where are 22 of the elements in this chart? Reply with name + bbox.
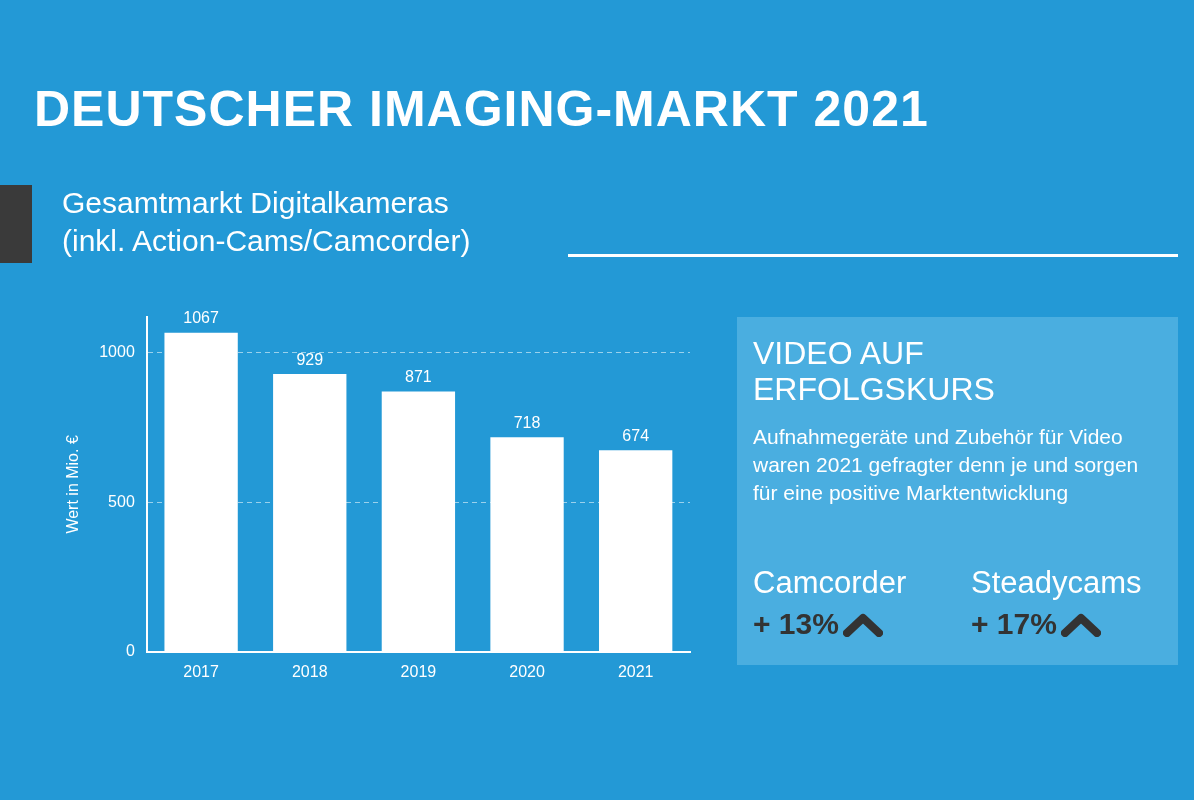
text: Aufnahmegeräte und Zubehör für Video waren 2021 gefragter denn je und sorgen für eine positive Marktentwicklung [753, 424, 1140, 506]
data-label: 718 [513, 413, 541, 431]
x-tick-label: 2017 [183, 662, 220, 680]
x-tick-label: 2019 [400, 662, 437, 680]
chart-subtitle: Gesamtmarkt Digitalkameras (inkl. Action-Cams/Camcorder) [62, 185, 471, 259]
x-tick-label: 2021 [617, 662, 654, 680]
y-tick-label: 0 [125, 642, 135, 660]
y-tick-label: 500 [108, 492, 135, 510]
y-tick-label: 1000 [99, 343, 135, 361]
text: + 17% [971, 607, 1057, 641]
x-tick-label: 2020 [509, 662, 545, 680]
x-tick-label: 2018 [291, 662, 328, 680]
data-label: 871 [405, 367, 432, 385]
text: Camcorder [753, 565, 907, 601]
chart-title: DEUTSCHER IMAGING-MARKT 2021 [34, 80, 929, 138]
text: + 13% [753, 607, 839, 641]
data-label: 674 [622, 426, 650, 444]
text: VIDEO AUF ERFOLGSKURS [753, 335, 995, 407]
data-label: 929 [296, 350, 324, 368]
text: Steadycams [971, 565, 1142, 601]
data-label: 1067 [183, 309, 220, 327]
y-axis-title: Wert in Mio. € [64, 435, 82, 534]
